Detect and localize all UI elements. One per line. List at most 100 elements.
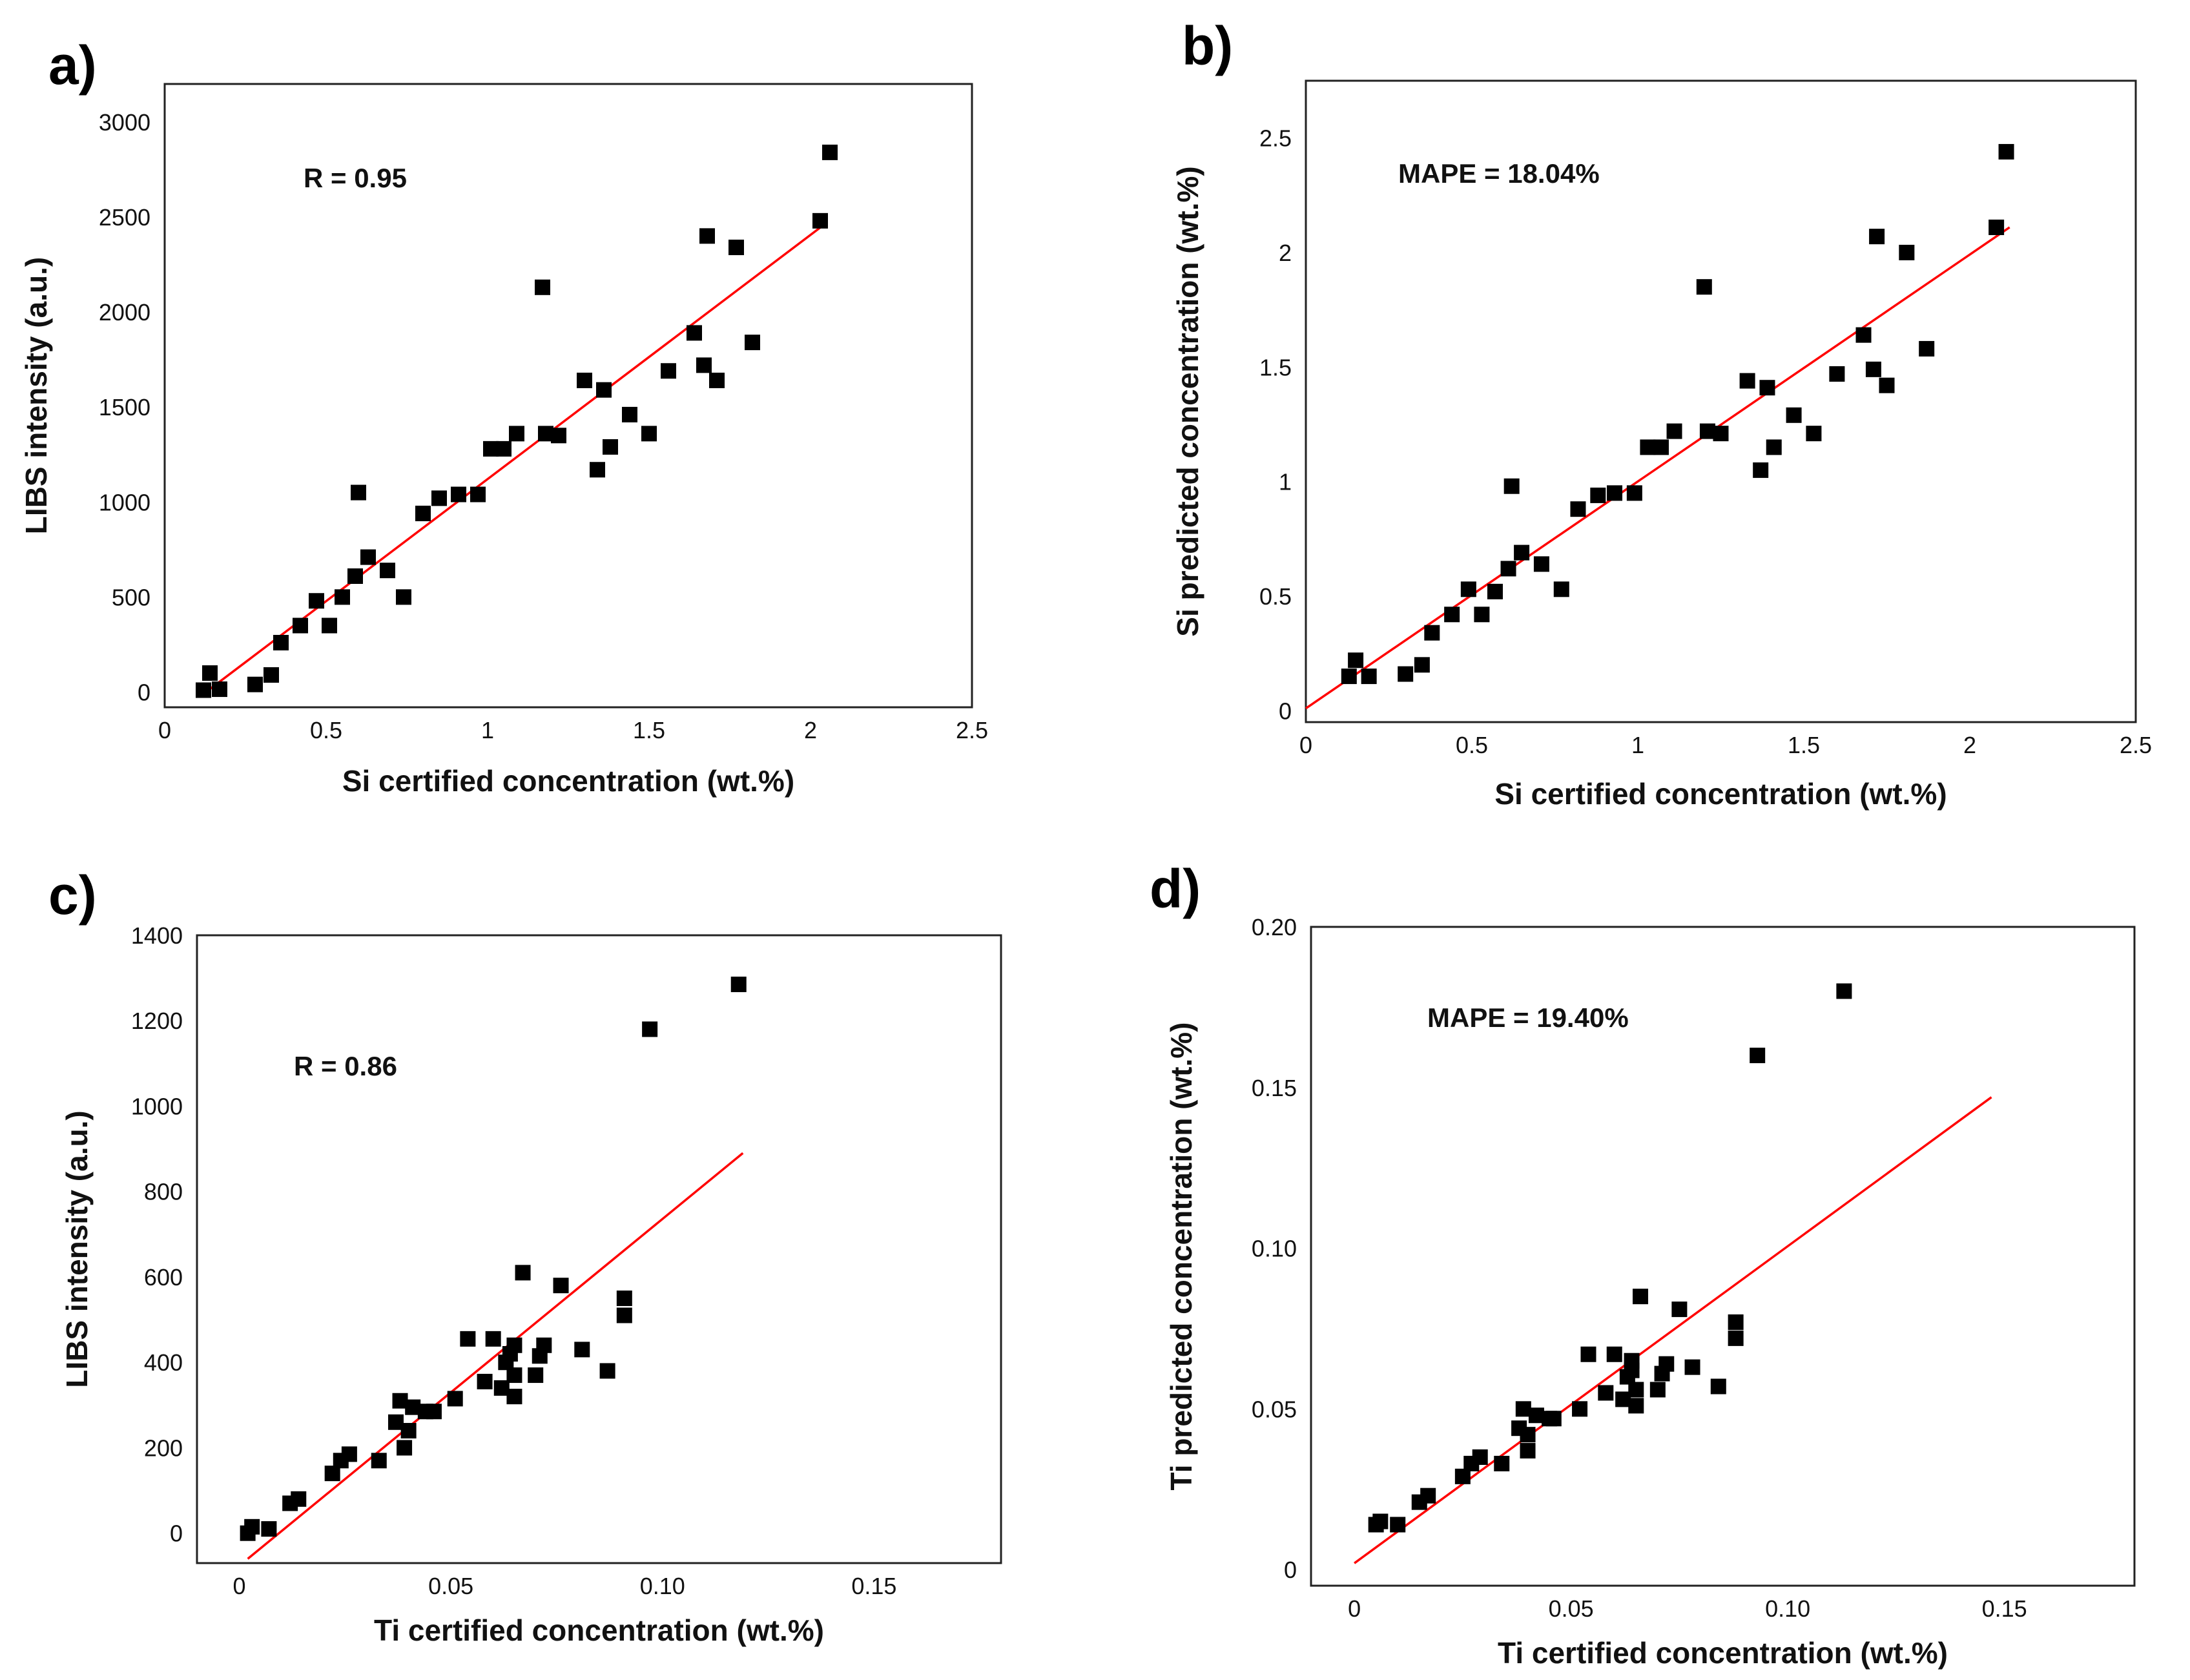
data-point: [553, 1278, 569, 1294]
data-point: [822, 144, 838, 160]
x-tick-label: 0.05: [1549, 1595, 1594, 1622]
data-point: [1759, 380, 1775, 396]
data-point: [1474, 607, 1490, 623]
data-point: [1398, 666, 1414, 682]
y-tick-label: 0.15: [1252, 1075, 1297, 1101]
data-point: [596, 382, 612, 398]
x-tick-label: 1: [481, 717, 494, 743]
panel-a: a) 0 0.5 1 1.5 2 2.5 0 500 1000 1500 2000 2500 3000 Si…: [19, 35, 988, 798]
data-point: [551, 428, 566, 444]
data-point: [1572, 1401, 1588, 1417]
data-point: [709, 372, 725, 388]
data-point: [1626, 485, 1642, 501]
x-tick-label: 1.5: [1788, 732, 1820, 758]
data-point: [577, 372, 592, 388]
data-point: [1671, 1301, 1688, 1318]
x-tick-label: 0.10: [640, 1573, 685, 1599]
fit-line: [1305, 226, 2010, 710]
data-point: [1855, 327, 1872, 343]
data-point: [622, 406, 637, 422]
data-point: [1590, 487, 1606, 503]
data-point: [1607, 485, 1623, 501]
x-tick-label: 0: [233, 1573, 246, 1599]
data-point: [309, 593, 324, 609]
data-point: [1836, 983, 1852, 999]
x-tick-label: 2: [804, 717, 817, 743]
data-point: [1684, 1359, 1700, 1375]
data-point: [291, 1491, 307, 1507]
y-tick-label: 0: [1284, 1557, 1297, 1583]
data-point: [1341, 669, 1357, 685]
data-point: [1739, 373, 1755, 389]
data-point: [1460, 581, 1476, 597]
data-point: [1494, 1455, 1510, 1471]
data-point: [1528, 1407, 1544, 1424]
y-tick-label: 2.5: [1259, 125, 1292, 152]
panel-label: b): [1182, 16, 1233, 76]
data-point: [603, 439, 618, 455]
data-point: [400, 1423, 417, 1439]
data-point: [322, 617, 337, 634]
x-tick-label: 0.15: [851, 1573, 896, 1599]
stat-annotation: MAPE = 18.04%: [1398, 158, 1600, 189]
x-tick-label: 2: [1963, 732, 1976, 758]
data-point: [1699, 423, 1715, 439]
data-point: [1414, 657, 1430, 673]
data-point: [1515, 1401, 1531, 1417]
data-point: [244, 1519, 260, 1535]
data-point: [1658, 1356, 1675, 1372]
data-point: [745, 335, 760, 351]
x-tick-label: 0.5: [1456, 732, 1488, 758]
y-tick-label: 600: [144, 1264, 183, 1291]
data-point: [1766, 439, 1782, 455]
y-tick-label: 2000: [99, 299, 150, 326]
data-point: [1598, 1385, 1614, 1401]
panel-label: c): [48, 865, 97, 926]
data-point: [687, 325, 702, 341]
data-point: [1728, 1330, 1744, 1346]
x-tick-label: 1.5: [633, 717, 665, 743]
data-point: [1444, 607, 1460, 623]
y-tick-label: 400: [144, 1349, 183, 1376]
y-tick-label: 0.5: [1259, 583, 1292, 610]
data-point: [1361, 669, 1377, 685]
data-point: [1899, 244, 1915, 260]
data-point: [1696, 279, 1712, 295]
data-point: [247, 676, 263, 692]
data-point: [380, 563, 395, 579]
stat-annotation: R = 0.86: [294, 1051, 397, 1081]
data-point: [1728, 1314, 1744, 1330]
fit-line: [1354, 1096, 1992, 1564]
y-tick-label: 200: [144, 1435, 183, 1461]
y-tick-label: 500: [112, 584, 150, 610]
y-tick-label: 1000: [99, 489, 150, 515]
x-axis-title: Si certified concentration (wt.%): [342, 764, 794, 798]
data-point: [351, 484, 366, 501]
data-point: [360, 549, 376, 565]
data-point: [1520, 1427, 1536, 1443]
data-point: [574, 1342, 590, 1358]
data-point: [599, 1363, 615, 1379]
data-point: [293, 617, 308, 634]
data-point: [263, 667, 279, 683]
y-axis-title: LIBS intensity (a.u.): [19, 257, 53, 534]
x-axis-title: Si certified concentration (wt.%): [1494, 777, 1947, 811]
data-point: [477, 1373, 493, 1389]
data-point: [415, 505, 431, 521]
panel-c: c) 0 0.05 0.10 0.15 0 200 400 600 800 1000 1200 1400…: [48, 865, 1002, 1647]
fit-line: [202, 222, 828, 695]
data-point: [1628, 1398, 1644, 1414]
data-point: [1713, 426, 1729, 442]
x-tick-label: 0.10: [1765, 1595, 1810, 1622]
data-point: [1390, 1517, 1406, 1533]
data-point: [1624, 1353, 1640, 1369]
y-tick-label: 1400: [131, 922, 183, 949]
data-point: [1786, 407, 1802, 423]
data-point: [1829, 366, 1845, 382]
data-point: [590, 462, 605, 478]
data-point: [273, 634, 289, 650]
data-point: [515, 1265, 531, 1281]
data-point: [699, 228, 715, 244]
data-point: [196, 682, 211, 698]
panel-label: a): [48, 35, 97, 96]
